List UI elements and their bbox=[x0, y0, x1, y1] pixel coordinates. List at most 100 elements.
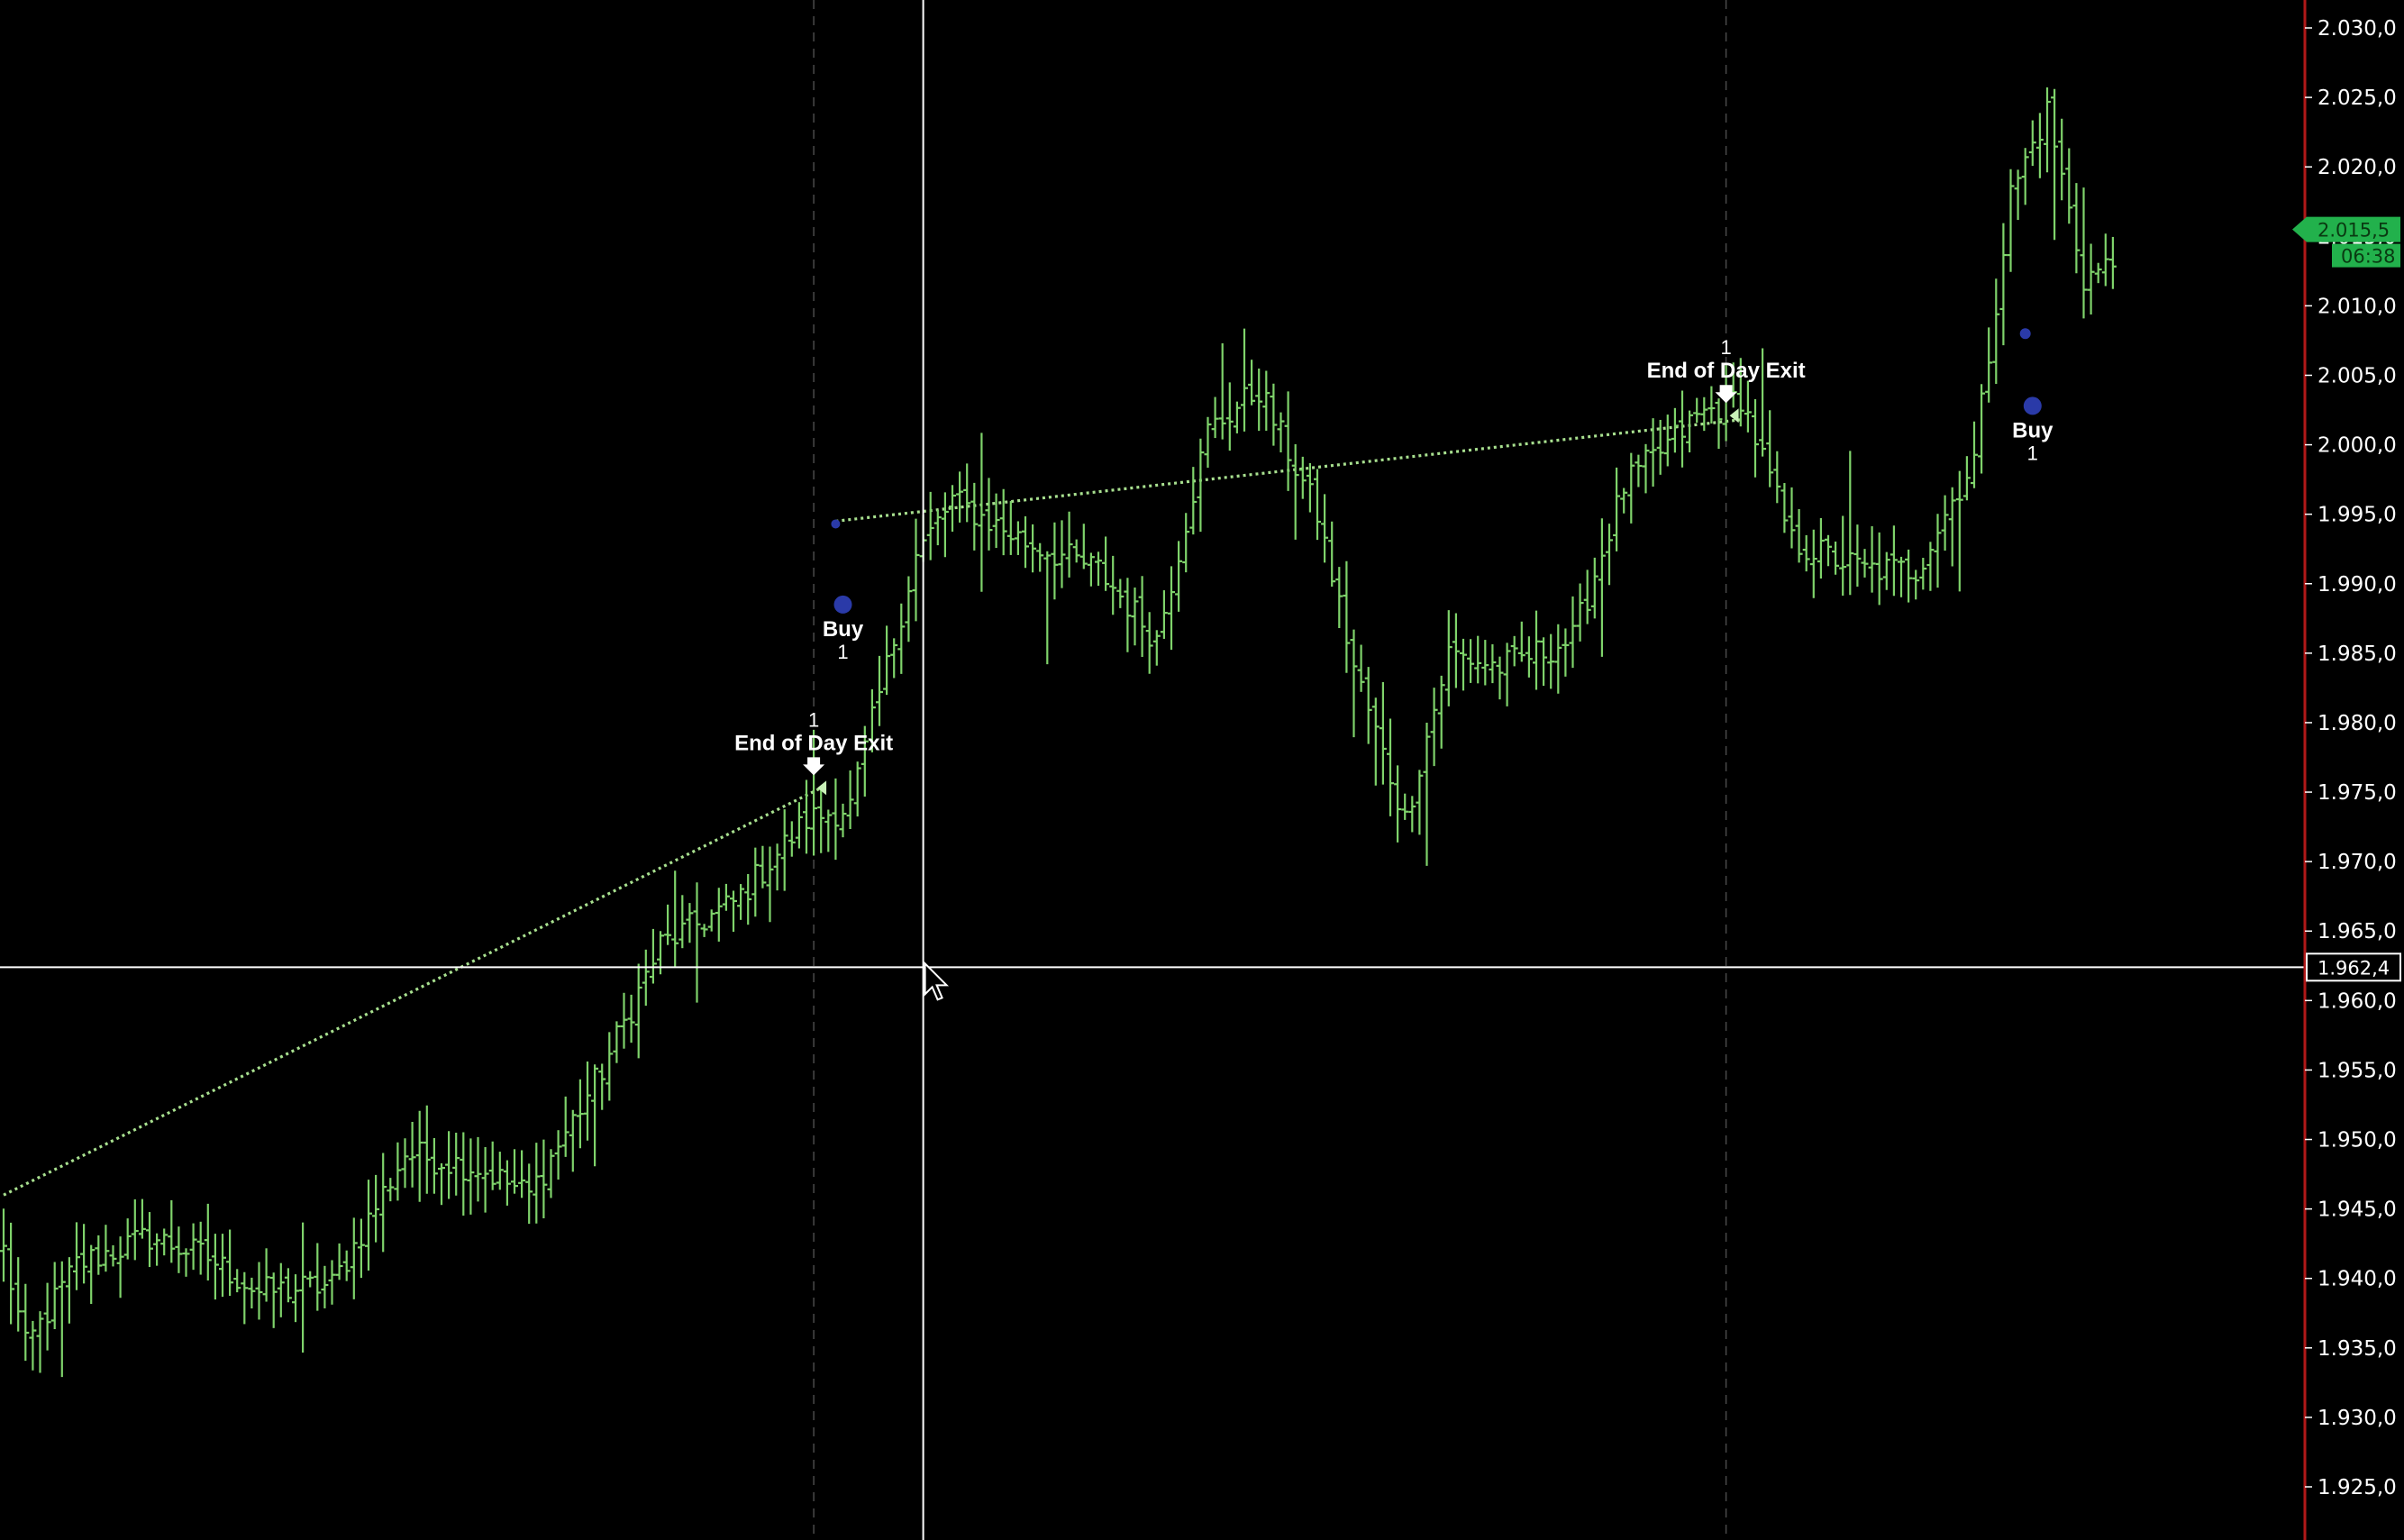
ohlc-bar bbox=[481, 1146, 489, 1213]
ohlc-bar bbox=[2028, 120, 2036, 167]
ohlc-bar bbox=[401, 1138, 409, 1189]
ohlc-bar bbox=[1656, 419, 1664, 475]
ohlc-bar bbox=[211, 1234, 219, 1300]
ohlc-bar bbox=[14, 1257, 23, 1332]
ohlc-bar bbox=[642, 949, 650, 1007]
ohlc-bar bbox=[1452, 613, 1460, 688]
ohlc-bar bbox=[1371, 697, 1380, 786]
ohlc-bar bbox=[1679, 390, 1686, 468]
ohlc-bar bbox=[678, 895, 687, 949]
ohlc-bar bbox=[1029, 524, 1037, 573]
ohlc-bar bbox=[1832, 542, 1840, 575]
ohlc-bar bbox=[284, 1268, 292, 1303]
ohlc-bar bbox=[839, 803, 847, 838]
ohlc-bar bbox=[561, 1096, 569, 1157]
ohlc-bar bbox=[905, 576, 913, 642]
ohlc-bar bbox=[2058, 118, 2066, 201]
ohlc-bar bbox=[2080, 187, 2088, 319]
ohlc-bar bbox=[328, 1260, 336, 1305]
buy-label: Buy bbox=[2012, 418, 2053, 442]
ohlc-bar bbox=[613, 1021, 621, 1063]
ohlc-bar bbox=[248, 1277, 256, 1309]
ohlc-bar bbox=[138, 1198, 146, 1239]
ohlc-bar bbox=[1460, 638, 1467, 691]
ohlc-bar bbox=[1752, 398, 1759, 478]
ohlc-bar bbox=[1882, 551, 1890, 590]
ohlc-bar bbox=[1364, 667, 1372, 744]
ohlc-bar bbox=[146, 1212, 153, 1268]
ohlc-bar bbox=[1131, 588, 1139, 646]
ohlc-bar bbox=[751, 847, 760, 917]
ohlc-bar bbox=[1138, 576, 1146, 658]
ohlc-bar bbox=[810, 729, 818, 856]
ohlc-bar bbox=[1248, 360, 1256, 406]
ohlc-bar bbox=[1919, 558, 1927, 590]
ohlc-bar bbox=[985, 478, 993, 551]
ohlc-bar bbox=[2014, 169, 2022, 221]
ohlc-bar bbox=[1948, 487, 1956, 567]
ohlc-bar bbox=[1583, 570, 1591, 624]
ohlc-bar bbox=[1547, 633, 1555, 689]
trade-line bbox=[3, 786, 822, 1197]
ohlc-bar bbox=[1444, 610, 1452, 706]
ohlc-bar bbox=[1489, 643, 1497, 684]
entry-dot-icon bbox=[2019, 328, 2031, 340]
ohlc-bar bbox=[474, 1136, 482, 1202]
ohlc-bar bbox=[1525, 636, 1533, 678]
ohlc-bar bbox=[846, 770, 854, 829]
ohlc-bar bbox=[168, 1199, 176, 1263]
ohlc-bar bbox=[722, 883, 730, 911]
last-time-tag bbox=[2332, 243, 2400, 268]
y-tick-label: 1.935,0 bbox=[2317, 1337, 2397, 1361]
ohlc-bar bbox=[1430, 688, 1438, 767]
exit-qty: 1 bbox=[808, 708, 819, 731]
ohlc-bar bbox=[226, 1229, 234, 1297]
ohlc-bar bbox=[445, 1131, 453, 1199]
y-tick-label: 1.960,0 bbox=[2317, 989, 2397, 1013]
ohlc-bar bbox=[803, 779, 810, 854]
ohlc-bar bbox=[1496, 656, 1504, 700]
ohlc-bar bbox=[2065, 148, 2073, 224]
ohlc-bar bbox=[1211, 396, 1219, 439]
y-tick-label: 2.005,0 bbox=[2317, 364, 2397, 387]
y-tick-label: 1.945,0 bbox=[2317, 1198, 2397, 1222]
ohlc-bar bbox=[1072, 539, 1080, 563]
ohlc-bar bbox=[956, 471, 964, 523]
ohlc-bar bbox=[598, 1063, 606, 1110]
ohlc-bar bbox=[1116, 579, 1125, 608]
ohlc-bar bbox=[423, 1105, 431, 1194]
ohlc-bar bbox=[73, 1222, 80, 1290]
ohlc-bar bbox=[1255, 369, 1263, 432]
ohlc-bar bbox=[1999, 223, 2008, 346]
buy-dot-icon bbox=[2023, 396, 2042, 415]
ohlc-bar bbox=[1168, 566, 1175, 651]
ohlc-bar bbox=[1773, 451, 1781, 504]
ohlc-bar bbox=[1095, 551, 1102, 587]
ohlc-bar bbox=[1540, 637, 1548, 687]
ohlc-bar bbox=[949, 485, 956, 533]
ohlc-bar bbox=[1408, 796, 1416, 833]
ohlc-bar bbox=[233, 1269, 241, 1293]
ohlc-bar bbox=[1006, 500, 1015, 555]
ohlc-bar bbox=[737, 884, 745, 920]
ohlc-bar bbox=[43, 1282, 51, 1351]
ohlc-bar bbox=[686, 903, 694, 943]
ohlc-bar bbox=[1160, 590, 1168, 639]
price-bars bbox=[0, 87, 2117, 1378]
ohlc-bar bbox=[664, 904, 672, 945]
ohlc-bar bbox=[1598, 518, 1606, 657]
crosshair bbox=[0, 0, 2305, 1540]
ohlc-bar bbox=[65, 1257, 73, 1324]
ohlc-bar bbox=[1225, 382, 1234, 451]
ohlc-bar bbox=[1926, 542, 1935, 591]
ohlc-bar bbox=[1627, 452, 1635, 524]
ohlc-bar bbox=[554, 1130, 562, 1180]
ohlc-bar bbox=[1014, 521, 1022, 555]
ohlc-bar bbox=[321, 1265, 329, 1308]
ohlc-bar bbox=[1569, 596, 1577, 669]
ohlc-bar bbox=[1102, 536, 1110, 591]
ohlc-bar bbox=[58, 1261, 66, 1378]
